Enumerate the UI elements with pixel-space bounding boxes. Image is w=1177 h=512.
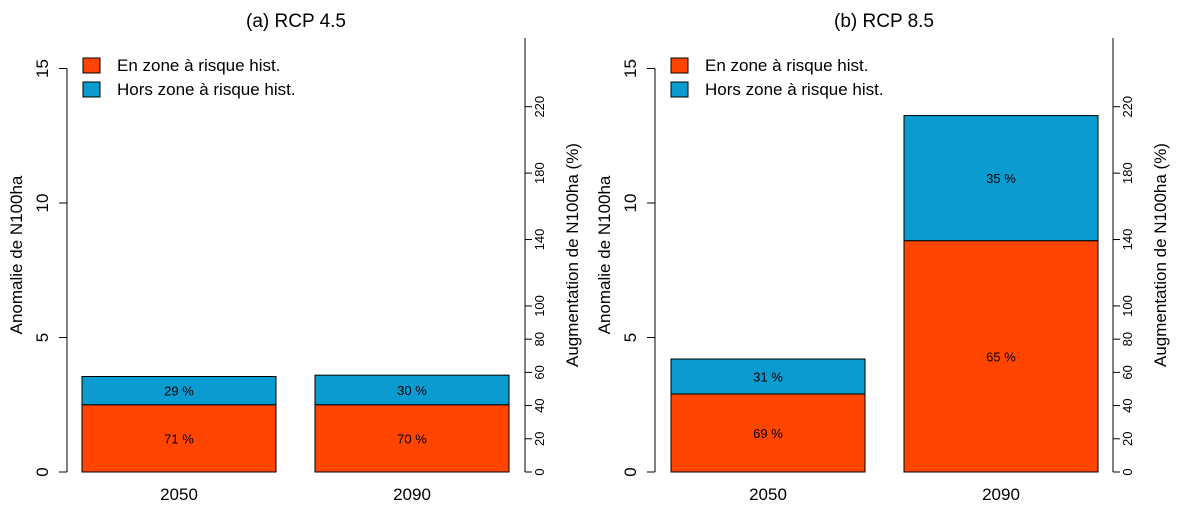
panel-1-y2-tick-label: 80 xyxy=(532,332,547,346)
panel-2-y2-tick-label: 180 xyxy=(1120,162,1135,184)
panel-2-y-tick-label: 0 xyxy=(621,467,640,476)
panel-2-legend-label: Hors zone à risque hist. xyxy=(705,80,884,99)
panel-2-bar-2050-series-2 xyxy=(670,358,866,395)
panel-1-x-tick-label: 2090 xyxy=(393,485,431,504)
panel-1-y-axis-label: Anomalie de N100ha xyxy=(7,175,26,334)
panel-2-y-tick-label: 10 xyxy=(621,194,640,213)
panel-2-data-label: 69 % xyxy=(753,426,783,441)
panel-2-y2-tick-label: 40 xyxy=(1120,398,1135,412)
panel-1-y-tick-label: 15 xyxy=(33,59,52,78)
panel-2-y2-axis-label: Augmentation de N100ha (%) xyxy=(1151,143,1170,367)
panel-2-data-label: 31 % xyxy=(753,370,783,385)
panel-1-y2-tick-label: 180 xyxy=(532,162,547,184)
panel-1-legend-swatch xyxy=(82,81,101,98)
panel-2-y2-tick-label: 220 xyxy=(1120,96,1135,118)
panel-2-y2-tick-label: 0 xyxy=(1120,468,1135,475)
panel-2-y-tick-label: 15 xyxy=(621,59,640,78)
panel-2-title: (b) RCP 8.5 xyxy=(834,11,934,32)
panel-1-y-tick-label: 0 xyxy=(33,467,52,476)
panel-2-y2-tick-label: 140 xyxy=(1120,229,1135,251)
panel-1-y-tick-label: 10 xyxy=(33,194,52,213)
panel-1-y2-tick-label: 20 xyxy=(532,432,547,446)
panel-1-y2-axis-label: Augmentation de N100ha (%) xyxy=(563,143,582,367)
panel-1-y2-tick-label: 220 xyxy=(532,96,547,118)
panel-1-y2-tick-label: 140 xyxy=(532,229,547,251)
panel-1-legend-swatch xyxy=(82,57,101,74)
panel-2-y-tick-label: 5 xyxy=(621,333,640,342)
panel-1-y2-tick-label: 0 xyxy=(532,468,547,475)
panel-1-x-tick-label: 2050 xyxy=(160,485,198,504)
panel-1-data-label: 30 % xyxy=(397,383,427,398)
panel-2-legend-swatch xyxy=(670,81,689,98)
panel-2-y2-tick-label: 60 xyxy=(1120,365,1135,379)
panel-1-data-label: 29 % xyxy=(164,384,194,399)
panel-1-y2-tick-label: 40 xyxy=(532,398,547,412)
panel-1-bar-2090-series-2 xyxy=(314,374,510,406)
panel-2-legend-swatch xyxy=(670,57,689,74)
panel-2-data-label: 35 % xyxy=(986,171,1016,186)
panel-2-bar-2090-series-1 xyxy=(903,240,1099,473)
panel-1-title: (a) RCP 4.5 xyxy=(246,11,346,32)
panel-1-bar-2090-series-1 xyxy=(314,404,510,473)
panel-2-data-label: 65 % xyxy=(986,349,1016,364)
panel-2-y2-tick-label: 80 xyxy=(1120,332,1135,346)
panel-2-x-tick-label: 2050 xyxy=(749,485,787,504)
panel-1-data-label: 70 % xyxy=(397,431,427,446)
panel-2-y2-tick-label: 100 xyxy=(1120,295,1135,317)
panel-1-bar-2050-series-2 xyxy=(81,376,277,406)
panel-1-y2-tick-label: 60 xyxy=(532,365,547,379)
panel-1-y2-tick-label: 100 xyxy=(532,295,547,317)
panel-1-data-label: 71 % xyxy=(164,431,194,446)
panel-2-y-axis-label: Anomalie de N100ha xyxy=(595,175,614,334)
panel-2-legend-label: En zone à risque hist. xyxy=(705,56,868,75)
panel-1-y-tick-label: 5 xyxy=(33,333,52,342)
panel-2-bar-2090-series-2 xyxy=(903,115,1099,242)
panel-1-legend-label: Hors zone à risque hist. xyxy=(117,80,296,99)
panel-1-legend-label: En zone à risque hist. xyxy=(117,56,280,75)
panel-1-bar-2050-series-1 xyxy=(81,404,277,473)
panel-2-bar-2050-series-1 xyxy=(670,393,866,473)
panel-2-x-tick-label: 2090 xyxy=(982,485,1020,504)
panel-2-y2-tick-label: 20 xyxy=(1120,432,1135,446)
